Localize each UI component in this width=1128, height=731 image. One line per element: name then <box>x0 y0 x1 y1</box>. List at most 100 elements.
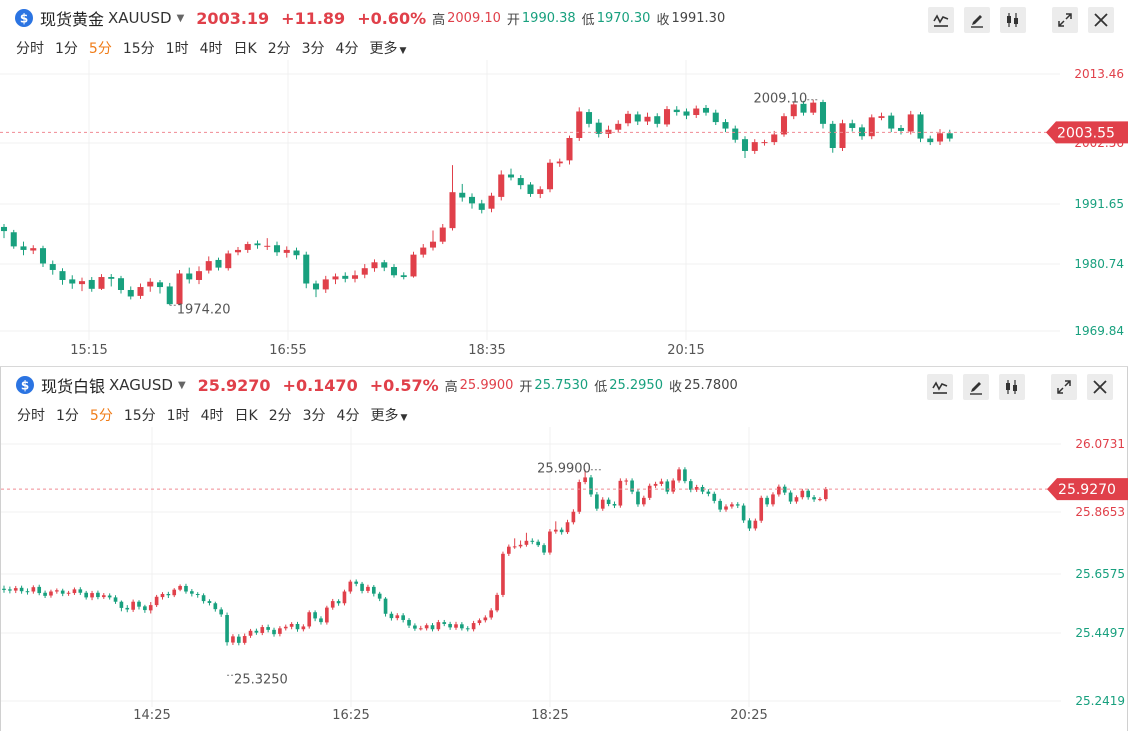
candle <box>732 125 739 143</box>
expand-button[interactable] <box>1051 374 1077 400</box>
candle <box>137 283 144 299</box>
instrument-symbol[interactable]: XAGUSD <box>109 376 173 394</box>
tab-4min[interactable]: 4分 <box>335 41 359 57</box>
y-tick-label: 25.4497 <box>1075 626 1125 640</box>
candle-body <box>127 289 134 297</box>
silver-candlestick-chart[interactable]: 25.3250 25.9900 25.9270 26.0731 25.8653 25.65… <box>1 427 1128 727</box>
candle-type-button[interactable] <box>999 374 1025 400</box>
gold-candlestick-chart[interactable]: 1974.20 2009.10 2003.55 2013.46 2002.56 1991.… <box>0 60 1128 360</box>
tab-4min[interactable]: 4分 <box>336 408 360 424</box>
candle <box>605 125 612 138</box>
candle-body <box>644 116 651 122</box>
candle <box>759 495 764 523</box>
tab-5min[interactable]: 5分 <box>89 408 113 424</box>
tab-1hour[interactable]: 1时 <box>165 41 189 57</box>
candle <box>156 279 164 294</box>
close-button[interactable] <box>1088 7 1114 33</box>
expand-button[interactable] <box>1052 7 1078 33</box>
tab-1min[interactable]: 1分 <box>56 408 79 424</box>
grid <box>0 60 1060 340</box>
instrument-symbol[interactable]: XAUUSD <box>108 9 172 27</box>
tab-fenshi[interactable]: 分时 <box>17 408 45 424</box>
candle <box>242 633 247 645</box>
tab-4hour[interactable]: 4时 <box>200 408 224 424</box>
candle-body <box>354 581 359 584</box>
candle-body <box>266 627 270 630</box>
candle <box>195 266 203 285</box>
candle-body <box>498 174 505 197</box>
candle-body <box>946 133 953 139</box>
candle-body <box>371 262 378 269</box>
indicator-button[interactable] <box>928 7 954 33</box>
instrument-name[interactable]: 现货黄金 <box>40 10 105 29</box>
annotation-label: 2009.10 <box>753 92 807 107</box>
tab-2min[interactable]: 2分 <box>268 408 292 424</box>
candle <box>301 624 306 632</box>
candle-body <box>589 477 593 495</box>
candle-body <box>143 606 147 611</box>
candle-body <box>917 114 924 139</box>
tab-3min[interactable]: 3分 <box>301 41 325 57</box>
candle-body <box>634 114 641 122</box>
instrument-name[interactable]: 现货白银 <box>41 377 106 396</box>
candle-body <box>595 494 599 509</box>
candle-body <box>741 139 749 151</box>
candle-body <box>624 113 632 124</box>
panel-divider <box>0 366 1128 367</box>
candle <box>49 260 56 275</box>
draw-button[interactable] <box>963 374 989 400</box>
tab-more-label: 更多 <box>369 41 398 57</box>
tab-daily[interactable]: 日K <box>234 408 258 424</box>
candle <box>389 611 394 621</box>
draw-button[interactable] <box>964 7 990 33</box>
candle-type-button[interactable] <box>1000 7 1026 33</box>
candle <box>342 589 347 606</box>
indicator-button[interactable] <box>927 374 953 400</box>
tab-2min[interactable]: 2分 <box>267 41 291 57</box>
candle-body <box>448 623 452 628</box>
candle <box>460 622 464 631</box>
tab-more[interactable]: 更多 ▼ <box>369 38 406 58</box>
candle-body <box>460 624 464 629</box>
candle-body <box>278 628 282 634</box>
tab-more[interactable]: 更多 ▼ <box>370 405 407 425</box>
candle-body <box>20 246 27 250</box>
tab-5min[interactable]: 5分 <box>88 41 112 57</box>
candle-body <box>542 545 546 553</box>
candle <box>10 229 17 249</box>
candle <box>606 497 611 507</box>
tab-15min[interactable]: 15分 <box>122 41 155 57</box>
draw-icon <box>971 15 983 28</box>
candle <box>512 538 517 549</box>
close-button[interactable] <box>1087 374 1113 400</box>
tab-3min[interactable]: 3分 <box>302 408 326 424</box>
candle <box>702 104 710 116</box>
candle-body <box>694 487 699 490</box>
tab-fenshi[interactable]: 分时 <box>16 41 44 57</box>
candle-body <box>303 254 310 284</box>
candle <box>395 613 400 621</box>
candle-body <box>8 589 12 591</box>
candle-body <box>88 279 95 289</box>
symbol-dropdown-icon[interactable]: ▼ <box>176 12 185 24</box>
candle <box>624 110 632 127</box>
candle-body <box>612 504 617 506</box>
candle <box>858 124 866 140</box>
tab-4hour[interactable]: 4时 <box>199 41 223 57</box>
candle-body <box>429 241 437 248</box>
candle <box>634 111 641 126</box>
candle-body <box>449 192 456 229</box>
candle <box>747 518 752 531</box>
candle-body <box>556 161 563 164</box>
candle-body <box>665 481 670 492</box>
candle <box>527 182 534 197</box>
symbol-dropdown-icon[interactable]: ▼ <box>177 379 186 391</box>
tab-daily[interactable]: 日K <box>233 41 257 57</box>
candle <box>794 495 799 504</box>
candle-body <box>19 587 24 592</box>
candle <box>205 256 212 274</box>
tab-1hour[interactable]: 1时 <box>166 408 190 424</box>
tab-1min[interactable]: 1分 <box>55 41 78 57</box>
candle-body <box>78 281 86 285</box>
tab-15min[interactable]: 15分 <box>123 408 156 424</box>
